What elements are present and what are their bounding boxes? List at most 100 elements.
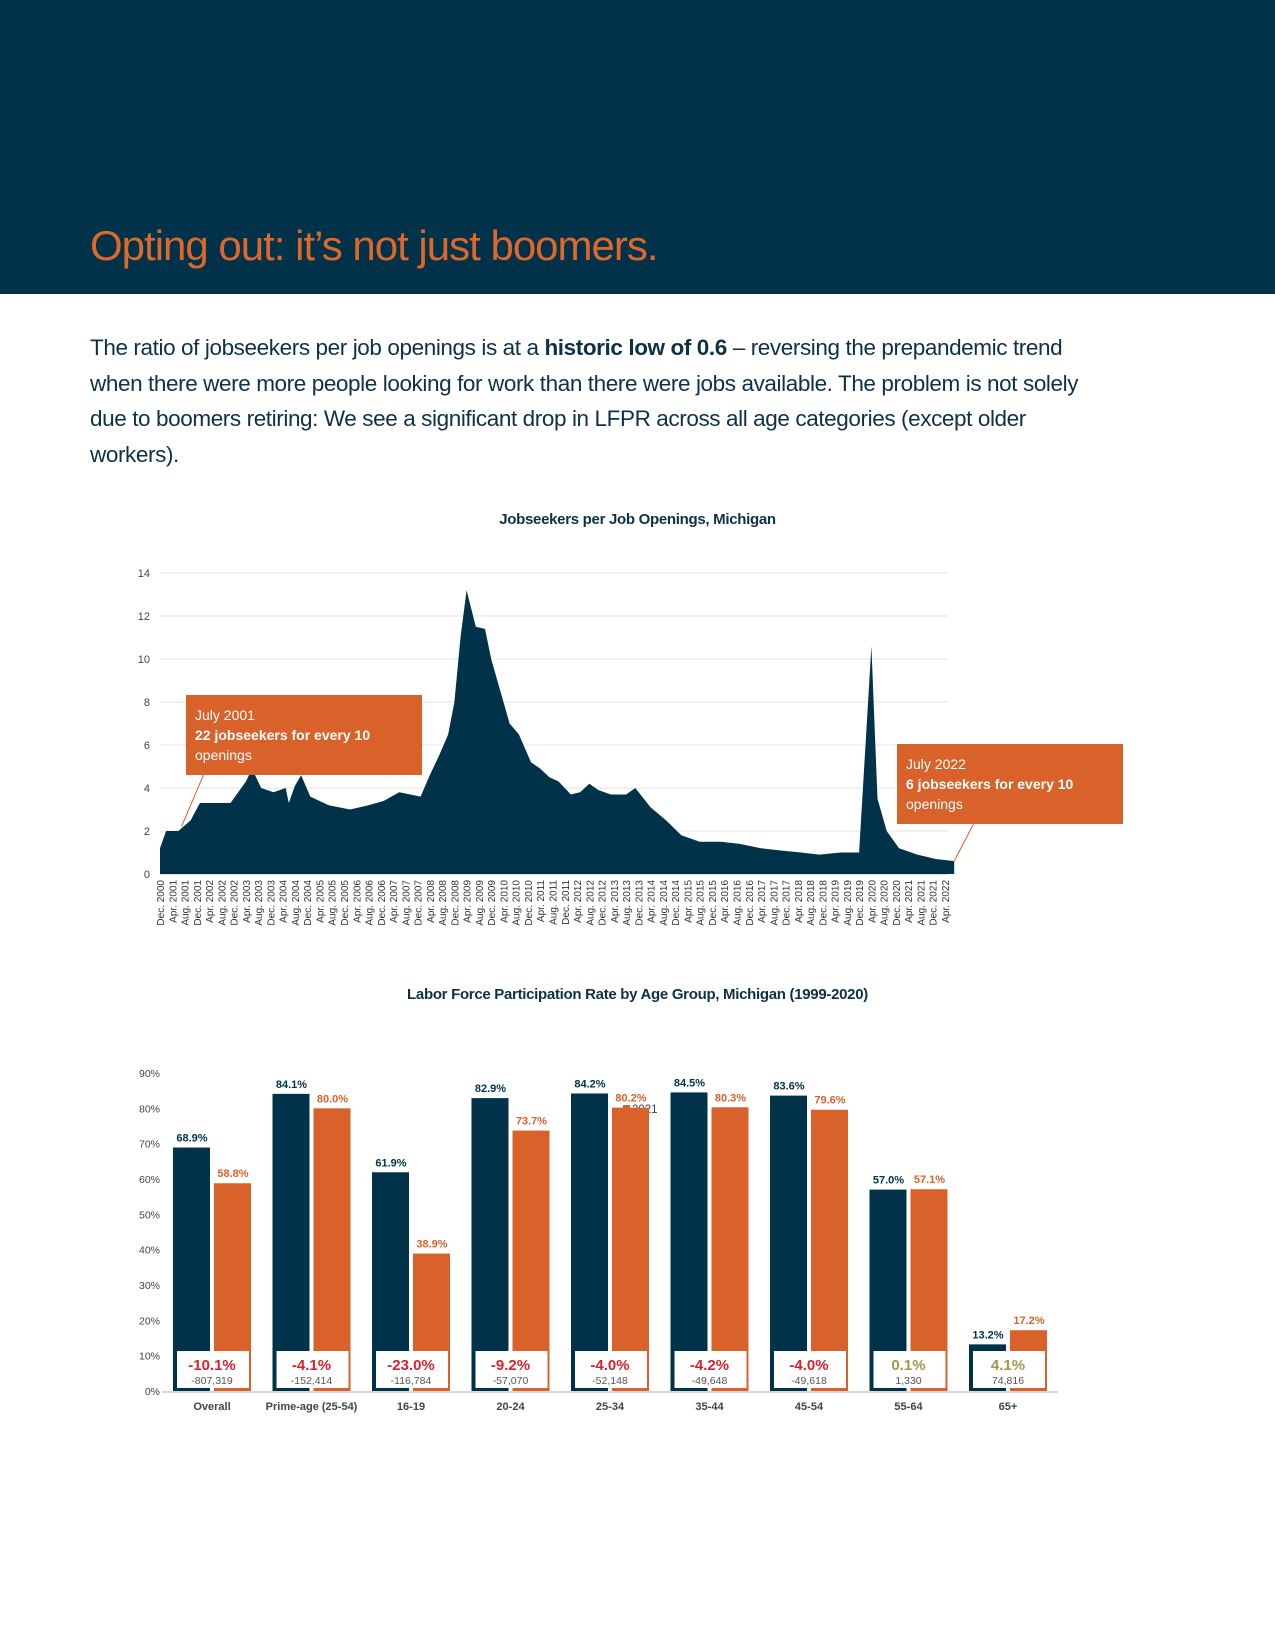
annotation-date: July 2001 (195, 707, 255, 723)
data-label-2000: 84.5% (674, 1077, 705, 1089)
change-count: -152,414 (291, 1375, 333, 1387)
change-percent: 0.1% (891, 1357, 925, 1374)
annotation-july-2022: July 2022 6 jobseekers for every 10 open… (897, 744, 1123, 824)
x-tick-label: Aug. 2021 (916, 880, 927, 926)
x-tick-label: Apr. 2003 (242, 880, 253, 923)
x-tick-label: Aug. 2017 (769, 880, 780, 926)
intro-highlight: historic low of 0.6 (544, 335, 727, 360)
category-label: 20-24 (496, 1401, 525, 1413)
chart1-title: Jobseekers per Job Openings, Michigan (499, 511, 776, 528)
x-tick-label: Aug. 2019 (843, 880, 854, 926)
x-tick-label: Dec. 2001 (193, 880, 204, 926)
change-percent: -4.1% (292, 1357, 331, 1374)
data-label-2000: 13.2% (972, 1329, 1003, 1341)
x-tick-label: Aug. 2013 (622, 880, 633, 926)
change-percent: -10.1% (188, 1357, 236, 1374)
page-title: Opting out: it’s not just boomers. (90, 222, 659, 269)
chart2-title: Labor Force Participation Rate by Age Gr… (407, 986, 868, 1003)
x-tick-label: Dec. 2004 (303, 880, 314, 926)
x-tick-label: Apr. 2006 (352, 880, 363, 923)
data-label-2021: 38.9% (416, 1239, 447, 1251)
x-tick-label: Aug. 2009 (475, 880, 486, 926)
annotation-bold: 22 jobseekers for every 10 (195, 727, 371, 743)
y-tick-label: 30% (139, 1280, 160, 1292)
y-tick-label: 4 (144, 783, 150, 795)
change-box (873, 1351, 946, 1388)
x-tick-label: Apr. 2010 (499, 880, 510, 923)
x-tick-label: Aug. 2011 (549, 880, 560, 925)
data-label-2021: 73.7% (516, 1116, 547, 1128)
y-tick-label: 2 (144, 826, 150, 838)
x-tick-label: Dec. 2017 (782, 880, 793, 926)
x-tick-label: Aug. 2001 (181, 880, 192, 926)
annotation-rest: openings (906, 796, 963, 812)
y-tick-label: 10 (138, 654, 150, 666)
change-box (774, 1351, 846, 1388)
change-box (973, 1351, 1045, 1388)
x-tick-label: Apr. 2012 (573, 880, 584, 923)
x-tick-label: Aug. 2006 (365, 880, 376, 926)
x-tick-label: Apr. 2019 (831, 880, 842, 923)
x-tick-label: Apr. 2022 (941, 880, 952, 923)
x-tick-label: Dec. 2000 (156, 880, 167, 926)
y-tick-label: 14 (138, 568, 150, 580)
data-label-2000: 82.9% (475, 1083, 506, 1095)
category-label: Prime-age (25-54) (266, 1401, 358, 1413)
change-percent: -4.0% (789, 1357, 828, 1374)
intro-paragraph: The ratio of jobseekers per job openings… (90, 330, 1090, 472)
x-tick-label: Apr. 2007 (389, 880, 400, 923)
data-label-2000: 84.2% (574, 1078, 605, 1090)
category-label: 35-44 (695, 1401, 724, 1413)
x-tick-label: Aug. 2004 (291, 880, 302, 926)
annotation-bold: 6 jobseekers for every 10 (906, 776, 1074, 792)
x-tick-label: Dec. 2014 (671, 880, 682, 926)
change-percent: -9.2% (491, 1357, 530, 1374)
change-box (376, 1351, 448, 1388)
bar-2000 (571, 1093, 608, 1391)
x-tick-label: Aug. 2016 (732, 880, 743, 926)
x-tick-label: Apr. 2005 (315, 880, 326, 923)
data-label-2021: 17.2% (1013, 1315, 1044, 1327)
x-tick-label: Apr. 2002 (205, 880, 216, 923)
y-tick-label: 6 (144, 740, 150, 752)
x-tick-label: Dec. 2007 (414, 880, 425, 926)
y-tick-label: 80% (139, 1103, 160, 1115)
bar-2000 (670, 1092, 708, 1391)
data-label-2000: 68.9% (176, 1133, 207, 1145)
change-box (575, 1351, 647, 1388)
intro-text: – reversing the prepandemic trend when t… (90, 335, 1079, 467)
header-banner: Opting out: it’s not just boomers. (0, 0, 1275, 294)
change-count: -116,784 (391, 1375, 432, 1387)
y-tick-label: 90% (139, 1068, 160, 1080)
x-tick-label: Apr. 2017 (757, 880, 768, 923)
x-tick-label: Apr. 2015 (683, 880, 694, 923)
x-tick-label: Aug. 2010 (512, 880, 523, 926)
x-tick-label: Aug. 2003 (254, 880, 265, 926)
x-tick-label: Dec. 2009 (487, 880, 498, 926)
data-label-2021: 79.6% (814, 1095, 845, 1107)
change-count: 74,816 (992, 1375, 1024, 1387)
intro-text: The ratio of jobseekers per job openings… (90, 335, 545, 360)
change-percent: -4.0% (590, 1357, 629, 1374)
data-label-2021: 58.8% (217, 1168, 248, 1180)
x-tick-label: Dec. 2015 (708, 880, 719, 926)
annotation-july-2001: July 2001 22 jobseekers for every 10 ope… (186, 695, 422, 775)
data-label-2021: 57.1% (914, 1174, 945, 1186)
x-tick-label: Dec. 2002 (230, 880, 241, 926)
x-tick-label: Dec. 2005 (340, 880, 351, 926)
x-tick-label: Aug. 2007 (401, 880, 412, 926)
x-tick-label: Aug. 2014 (659, 880, 670, 926)
x-tick-label: Apr. 2020 (867, 880, 878, 923)
x-tick-label: Apr. 2014 (647, 880, 658, 923)
data-label-2000: 57.0% (873, 1175, 904, 1187)
x-tick-label: Aug. 2015 (696, 880, 707, 926)
category-label: 55-64 (894, 1401, 923, 1413)
x-tick-label: Aug. 2002 (217, 880, 228, 926)
y-tick-label: 0% (145, 1386, 160, 1398)
category-label: 16-19 (397, 1401, 425, 1413)
x-tick-label: Dec. 2016 (745, 880, 756, 926)
x-tick-label: Dec. 2008 (450, 880, 461, 926)
bar-2021 (313, 1108, 351, 1391)
x-tick-label: Apr. 2018 (794, 880, 805, 923)
